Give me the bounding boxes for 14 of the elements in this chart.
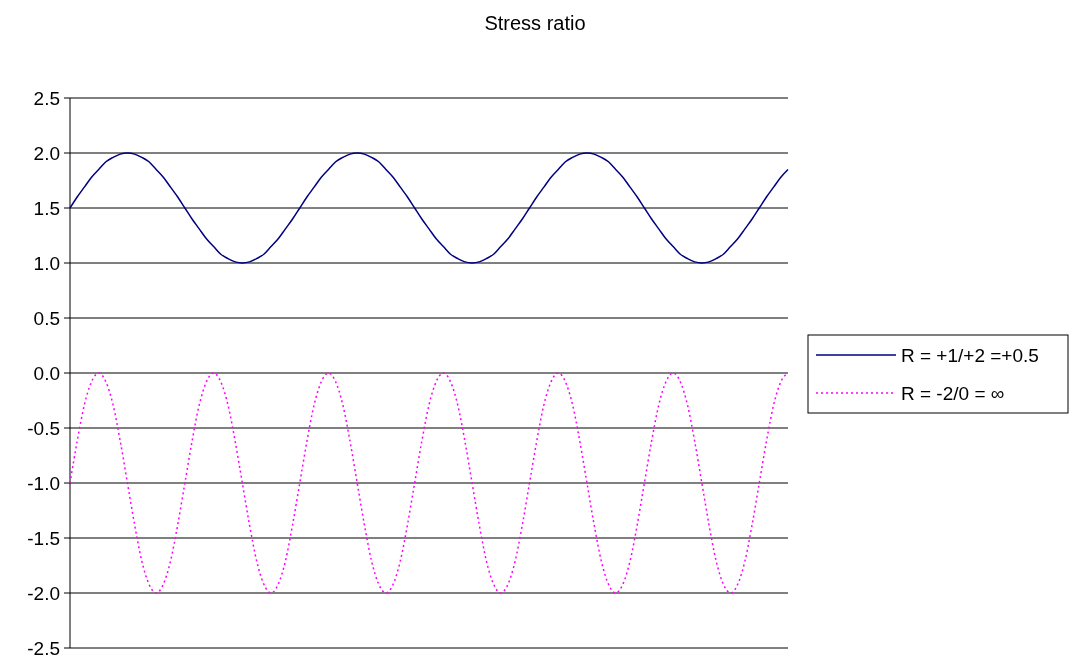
y-tick-label: -1.5 [27,527,60,549]
y-tick-label: -2.0 [27,582,60,604]
y-tick-label: 1.0 [33,252,60,274]
y-tick-label: 2.5 [33,87,60,109]
y-tick-label: 0.0 [33,362,60,384]
legend-label: R = -2/0 = ∞ [901,382,1005,404]
y-tick-label: -0.5 [27,417,60,439]
y-tick-label: -1.0 [27,472,60,494]
y-tick-label: 2.0 [33,142,60,164]
y-tick-label: -2.5 [27,637,60,659]
y-tick-label: 1.5 [33,197,60,219]
y-tick-label: 0.5 [33,307,60,329]
chart-title: Stress ratio [484,12,586,34]
legend-label: R = +1/+2 =+0.5 [901,344,1039,366]
